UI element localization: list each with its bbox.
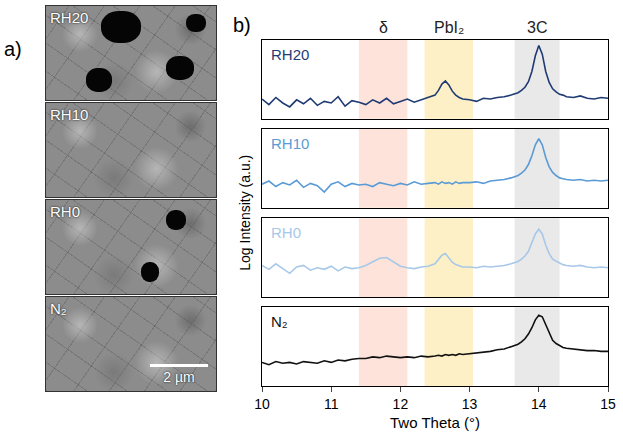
svg-text:Two Theta (°): Two Theta (°) [390,414,480,431]
svg-text:11: 11 [324,396,339,412]
svg-text:PbI₂: PbI₂ [434,19,464,36]
svg-text:3C: 3C [527,19,547,36]
svg-text:14: 14 [531,396,547,412]
svg-text:13: 13 [462,396,478,412]
html-text:RH10: RH10 [50,106,89,123]
svg-text:15: 15 [600,396,616,412]
html-text:N₂: N₂ [50,300,67,317]
svg-text:Log Intensity (a.u.): Log Intensity (a.u.) [237,155,253,271]
html-text:2 µm: 2 µm [163,369,195,385]
svg-text:N₂: N₂ [271,313,288,330]
html-text:RH20: RH20 [50,9,89,26]
html-text:a): a) [4,38,22,60]
svg-text:RH20: RH20 [271,46,309,63]
svg-text:b): b) [233,14,251,36]
svg-text:10: 10 [254,396,270,412]
svg-text:12: 12 [393,396,409,412]
svg-text:RH0: RH0 [271,224,301,241]
svg-text:RH10: RH10 [271,135,309,152]
svg-text:δ: δ [379,19,388,36]
html-text:RH0: RH0 [50,203,80,220]
